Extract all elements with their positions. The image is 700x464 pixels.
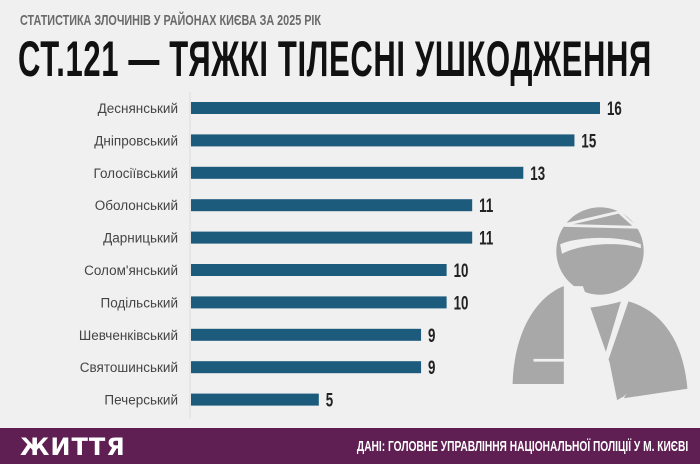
bar — [191, 393, 319, 406]
category-label: Деснянський — [98, 101, 178, 116]
category-label: Голосіївський — [94, 166, 178, 181]
bar — [191, 231, 473, 244]
category-label: Шевченківський — [79, 328, 178, 343]
value-label: 10 — [454, 293, 469, 314]
bar — [191, 134, 575, 147]
value-label: 11 — [479, 196, 493, 217]
category-label: Подільський — [101, 295, 178, 310]
value-label: 15 — [581, 131, 596, 152]
footer-bar: ЖИТТЯ ДАНІ: ГОЛОВНЕ УПРАВЛІННЯ НАЦІОНАЛЬ… — [0, 428, 700, 464]
category-label: Печерський — [104, 393, 178, 408]
bar — [191, 199, 473, 212]
injured-person-icon — [512, 207, 688, 401]
bar — [191, 296, 447, 309]
value-label: 9 — [428, 326, 435, 347]
subtitle: СТАТИСТИКА ЗЛОЧИНІВ У РАЙОНАХ КИЄВА ЗА 2… — [20, 12, 322, 29]
bar-chart: Деснянський 16 Дніпровський 15 Голосіївський… — [79, 92, 622, 418]
value-label: 10 — [454, 261, 469, 282]
value-label: 16 — [607, 99, 622, 120]
category-label: Оболонський — [95, 198, 178, 213]
page-title: СТ.121 — ТЯЖКІ ТІЛЕСНІ УШКОДЖЕННЯ — [18, 31, 652, 87]
value-label: 9 — [428, 358, 435, 379]
bar — [191, 361, 422, 374]
category-label: Дніпровський — [94, 133, 178, 148]
bar — [191, 328, 422, 341]
category-label: Дарницький — [103, 231, 178, 246]
category-label: Святошинський — [80, 360, 178, 375]
category-label: Солом'янський — [84, 263, 178, 278]
bar — [191, 166, 524, 179]
bar — [191, 264, 447, 276]
logo: ЖИТТЯ — [20, 433, 126, 461]
value-label: 5 — [326, 390, 333, 411]
value-label: 13 — [530, 164, 545, 185]
source-text: ДАНІ: ГОЛОВНЕ УПРАВЛІННЯ НАЦІОНАЛЬНОЇ ПО… — [356, 438, 688, 455]
value-label: 11 — [479, 228, 493, 249]
bar — [191, 102, 600, 114]
